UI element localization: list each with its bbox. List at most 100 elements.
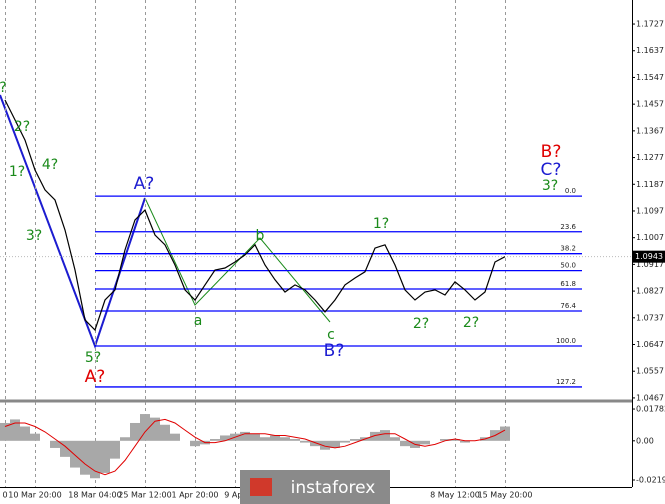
fib-label: 0.0: [565, 187, 576, 195]
wave-label: C?: [541, 160, 562, 180]
wave-label: 2?: [14, 119, 30, 135]
wave-label: A?: [85, 367, 106, 387]
fib-label: 50.0: [560, 262, 576, 270]
y-tick-label: 0.00: [636, 436, 654, 445]
last-price-label: 1.0943: [635, 252, 663, 261]
wave-label: a: [194, 313, 203, 329]
histogram-bar: [120, 437, 130, 441]
histogram-bar: [50, 440, 60, 448]
histogram-bar: [220, 435, 230, 441]
wave-label: ?: [0, 80, 7, 96]
wave-label: A?: [134, 174, 155, 194]
histogram-bar: [160, 424, 170, 441]
wave-line: [144, 197, 331, 323]
wave-label: 3?: [26, 228, 42, 244]
histogram-bar: [300, 440, 310, 443]
histogram-bar: [500, 426, 510, 441]
x-tick-label: 15 May 20:00: [478, 491, 533, 500]
histogram-bar: [20, 426, 30, 441]
fib-label: 100.0: [556, 337, 576, 345]
y-tick-label: 1.1007: [636, 233, 664, 242]
watermark-icon: [250, 478, 272, 496]
wave-label: 1?: [373, 216, 389, 232]
histogram-bar: [290, 439, 300, 441]
histogram-bar: [250, 433, 260, 441]
histogram-bar: [90, 440, 100, 479]
histogram-bar: [0, 422, 10, 441]
histogram-bar: [10, 419, 20, 441]
y-tick-label: 1.0917: [636, 260, 664, 269]
y-tick-label: 1.0827: [636, 287, 664, 296]
wave-label: b: [256, 228, 265, 244]
histogram-bar: [100, 440, 110, 473]
histogram-bar: [140, 414, 150, 441]
histogram-bar: [270, 435, 280, 441]
histogram-bar: [330, 440, 340, 448]
y-tick-label: 1.1457: [636, 100, 664, 109]
wave-label: 2?: [413, 316, 429, 332]
wave-label: 4?: [42, 157, 58, 173]
watermark: instaforex: [291, 478, 376, 498]
y-tick-label: -0.02198: [636, 476, 665, 485]
y-tick-label: 1.0467: [636, 393, 664, 402]
wave-label: 2?: [463, 315, 479, 331]
fib-label: 38.2: [560, 245, 576, 253]
y-tick-label: 1.0557: [636, 367, 664, 376]
price-line: [4, 99, 506, 332]
histogram-bar: [460, 440, 470, 443]
histogram-bar: [240, 431, 250, 441]
histogram-bar: [390, 437, 400, 441]
y-tick-label: 1.1097: [636, 206, 664, 215]
x-tick-label: 0: [2, 491, 7, 500]
y-tick-label: 1.1187: [636, 180, 664, 189]
wave-label: 5?: [85, 350, 101, 366]
y-tick-label: 1.1277: [636, 153, 664, 162]
histogram-bar: [320, 440, 330, 450]
histogram-bar: [450, 439, 460, 441]
fib-label: 23.6: [560, 223, 576, 231]
histogram-bar: [380, 430, 390, 441]
histogram-bar: [260, 437, 270, 441]
histogram-bar: [110, 440, 120, 459]
histogram-bar: [80, 440, 90, 475]
signal-line: [4, 418, 506, 476]
histogram-bar: [70, 440, 80, 468]
histogram-bar: [130, 422, 140, 441]
x-tick-label: 8 May 12:00: [430, 491, 480, 500]
x-tick-label: 1 Apr 20:00: [171, 491, 218, 500]
histogram-bar: [280, 437, 290, 441]
wave-label: 3?: [542, 178, 558, 194]
wave-label: B?: [324, 341, 345, 361]
wave-label: 1?: [9, 164, 25, 180]
histogram-bar: [210, 439, 220, 441]
wave-label: c: [327, 327, 335, 343]
histogram-bar: [310, 440, 320, 447]
histogram-bar: [370, 431, 380, 441]
x-tick-label: 18 Mar 04:00: [68, 491, 121, 500]
x-tick-label: 9 Apr: [224, 491, 246, 500]
histogram-bar: [170, 433, 180, 441]
y-tick-label: 1.1367: [636, 126, 664, 135]
fib-label: 127.2: [556, 378, 576, 386]
y-tick-label: 1.1637: [636, 46, 664, 55]
histogram-bar: [60, 440, 70, 457]
last-price-box: [632, 250, 665, 263]
y-tick-label: 1.1727: [636, 20, 664, 29]
x-tick-label: 25 Mar 12:00: [118, 491, 171, 500]
histogram-bar: [190, 440, 200, 447]
histogram-bar: [400, 440, 410, 447]
y-tick-label: 1.0647: [636, 340, 664, 349]
fib-label: 61.8: [560, 280, 576, 288]
histogram-bar: [30, 433, 40, 441]
histogram-bar: [440, 439, 450, 441]
x-tick-label: 10 Mar 20:00: [8, 491, 61, 500]
y-tick-label: 1.1547: [636, 73, 664, 82]
histogram-bar: [150, 417, 160, 441]
histogram-bar: [420, 440, 430, 445]
fib-label: 76.4: [560, 302, 576, 310]
wave-label: B?: [541, 142, 562, 162]
y-tick-label: 1.0737: [636, 313, 664, 322]
